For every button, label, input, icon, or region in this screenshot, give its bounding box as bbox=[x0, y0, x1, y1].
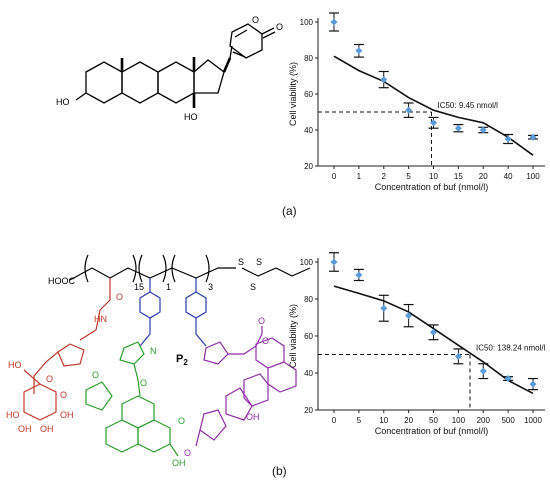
sugar-o2: O bbox=[60, 390, 67, 400]
backbone-s1: S bbox=[238, 257, 244, 267]
steroid-oh: OH bbox=[246, 412, 260, 422]
data-point bbox=[430, 328, 437, 336]
x-tick-label: 20 bbox=[479, 172, 488, 181]
x-tick-label: 2 bbox=[382, 172, 387, 181]
data-point bbox=[380, 76, 388, 84]
data-point bbox=[479, 367, 487, 375]
x-tick-label: 40 bbox=[504, 172, 513, 181]
steroid-o2: O bbox=[262, 336, 269, 346]
y-tick-label: 20 bbox=[304, 406, 313, 415]
data-point bbox=[504, 135, 512, 143]
data-point bbox=[454, 124, 462, 132]
data-point bbox=[405, 312, 413, 320]
x-tick-label: 20 bbox=[404, 416, 413, 425]
backbone-s3: S bbox=[250, 282, 256, 292]
ic50-label: IC50: 138.24 nmol/l bbox=[476, 344, 546, 353]
molecule-a-ho-bottom: HO bbox=[184, 112, 198, 122]
x-tick-label: 15 bbox=[454, 172, 463, 181]
backbone-n1: 15 bbox=[134, 282, 144, 292]
data-point bbox=[380, 304, 388, 312]
molecule-b-labels: HOOC 15 1 3 S S S O HN O O HO HO OH OH O… bbox=[6, 257, 269, 468]
data-point bbox=[405, 106, 413, 114]
data-point bbox=[479, 126, 487, 134]
sugar-ho1: HO bbox=[8, 360, 22, 370]
steroid-o3: O bbox=[184, 448, 191, 458]
backbone-s2: S bbox=[256, 257, 262, 267]
y-axis-label: Cell viability (%) bbox=[288, 304, 298, 368]
panel-label-a: (a) bbox=[282, 204, 297, 218]
data-point bbox=[529, 380, 537, 388]
fit-curve bbox=[333, 55, 534, 156]
data-point bbox=[529, 133, 537, 141]
dye-o2: O bbox=[92, 370, 99, 380]
x-axis-label: Concentration of buf (nmol/l) bbox=[375, 426, 489, 436]
sugar-nh: HN bbox=[94, 314, 107, 324]
data-point bbox=[454, 352, 462, 360]
x-tick-label: 10 bbox=[429, 172, 438, 181]
y-tick-label: 20 bbox=[304, 162, 313, 171]
sugar-oh2: OH bbox=[40, 424, 54, 434]
sugar-oh1: OH bbox=[60, 410, 74, 420]
data-point bbox=[355, 271, 363, 279]
polymer-name: P2 bbox=[176, 353, 188, 367]
backbone-n3: 3 bbox=[208, 282, 213, 292]
ic50-label: IC50: 9.45 nmol/l bbox=[437, 101, 498, 110]
y-tick-label: 100 bbox=[300, 258, 314, 267]
dye-oh: OH bbox=[172, 458, 186, 468]
x-tick-label: 5 bbox=[406, 172, 411, 181]
data-point bbox=[430, 119, 437, 127]
molecule-a-carbonyl-o: O bbox=[276, 22, 283, 32]
x-tick-label: 0 bbox=[332, 416, 337, 425]
y-tick-label: 100 bbox=[300, 18, 314, 27]
molecule-a-ring-o: O bbox=[252, 15, 259, 25]
sugar-oh3: OH bbox=[18, 424, 32, 434]
x-tick-label: 1000 bbox=[524, 416, 542, 425]
x-tick-label: 5 bbox=[357, 416, 362, 425]
y-tick-label: 80 bbox=[304, 54, 313, 63]
panel-label-b: (b) bbox=[272, 464, 287, 478]
y-tick-label: 60 bbox=[304, 332, 313, 341]
dye-o1: O bbox=[140, 378, 147, 388]
sugar-o1: O bbox=[46, 374, 53, 384]
triazole-n: N bbox=[150, 346, 157, 356]
molecule-a bbox=[75, 23, 276, 108]
y-tick-label: 60 bbox=[304, 90, 313, 99]
molecule-a-ho-left: HO bbox=[56, 97, 70, 107]
x-tick-label: 0 bbox=[332, 172, 337, 181]
data-point bbox=[330, 258, 338, 266]
x-tick-label: 100 bbox=[452, 416, 466, 425]
molecule-b bbox=[23, 254, 311, 457]
chart-a: 20 40 60 80 100 0 1 2 5 10 15 20 40 100 Concentration … bbox=[288, 12, 545, 192]
y-tick-label: 40 bbox=[304, 126, 313, 135]
steroid-o1: O bbox=[258, 316, 265, 326]
sugar-carbonyl-o: O bbox=[116, 292, 123, 302]
backbone-n2: 1 bbox=[166, 282, 171, 292]
y-tick-label: 80 bbox=[304, 295, 313, 304]
polymer-name-sub: 2 bbox=[183, 358, 188, 367]
y-tick-label: 40 bbox=[304, 369, 313, 378]
data-point bbox=[504, 375, 512, 383]
x-tick-label: 10 bbox=[379, 416, 388, 425]
y-axis-label: Cell viability (%) bbox=[288, 62, 298, 126]
x-tick-label: 100 bbox=[526, 172, 540, 181]
polymer-name-main: P bbox=[176, 353, 183, 365]
data-point bbox=[330, 18, 338, 26]
dye-o3: O bbox=[178, 416, 185, 426]
sugar-ho2: HO bbox=[6, 410, 20, 420]
backbone-hooc: HOOC bbox=[48, 276, 76, 286]
x-axis-label: Concentration of buf (nmol/l) bbox=[375, 182, 489, 192]
x-tick-label: 200 bbox=[477, 416, 491, 425]
x-tick-label: 1 bbox=[357, 172, 362, 181]
x-tick-label: 50 bbox=[429, 416, 438, 425]
data-point bbox=[355, 47, 363, 55]
x-tick-label: 500 bbox=[501, 416, 515, 425]
